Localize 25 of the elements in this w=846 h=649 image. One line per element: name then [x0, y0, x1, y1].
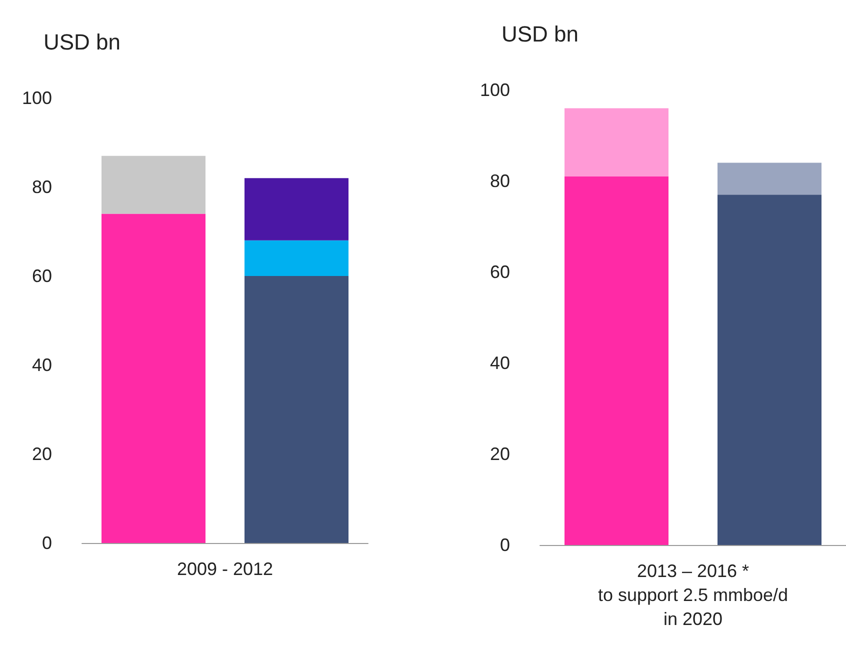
bar — [564, 176, 668, 545]
bar — [718, 194, 822, 545]
bar — [718, 162, 822, 195]
y-tick-label: 80 — [490, 171, 510, 191]
x-axis-title: 2009 - 2012 — [176, 559, 274, 579]
y-tick-label: 0 — [42, 533, 52, 553]
y-tick-label: 20 — [490, 444, 510, 464]
x-axis-title: 2013 – 2016 * to support 2.5 mmboe/d in 2020 — [598, 561, 788, 629]
y-tick-label: 100 — [22, 88, 52, 108]
bar — [244, 178, 348, 240]
bar — [102, 156, 206, 214]
y-tick-label: 60 — [490, 262, 510, 282]
y-axis-title: USD bn — [501, 22, 579, 46]
bar — [244, 240, 348, 276]
y-tick-label: 20 — [32, 444, 52, 464]
y-tick-label: 0 — [500, 535, 510, 555]
y-axis-title: USD bn — [43, 30, 121, 54]
y-tick-label: 40 — [490, 353, 510, 373]
bar — [244, 276, 348, 543]
bar — [564, 108, 668, 176]
y-tick-label: 60 — [32, 266, 52, 286]
y-tick-label: 40 — [32, 355, 52, 375]
y-tick-label: 100 — [480, 80, 510, 100]
y-tick-label: 80 — [32, 177, 52, 197]
bar — [102, 214, 206, 543]
